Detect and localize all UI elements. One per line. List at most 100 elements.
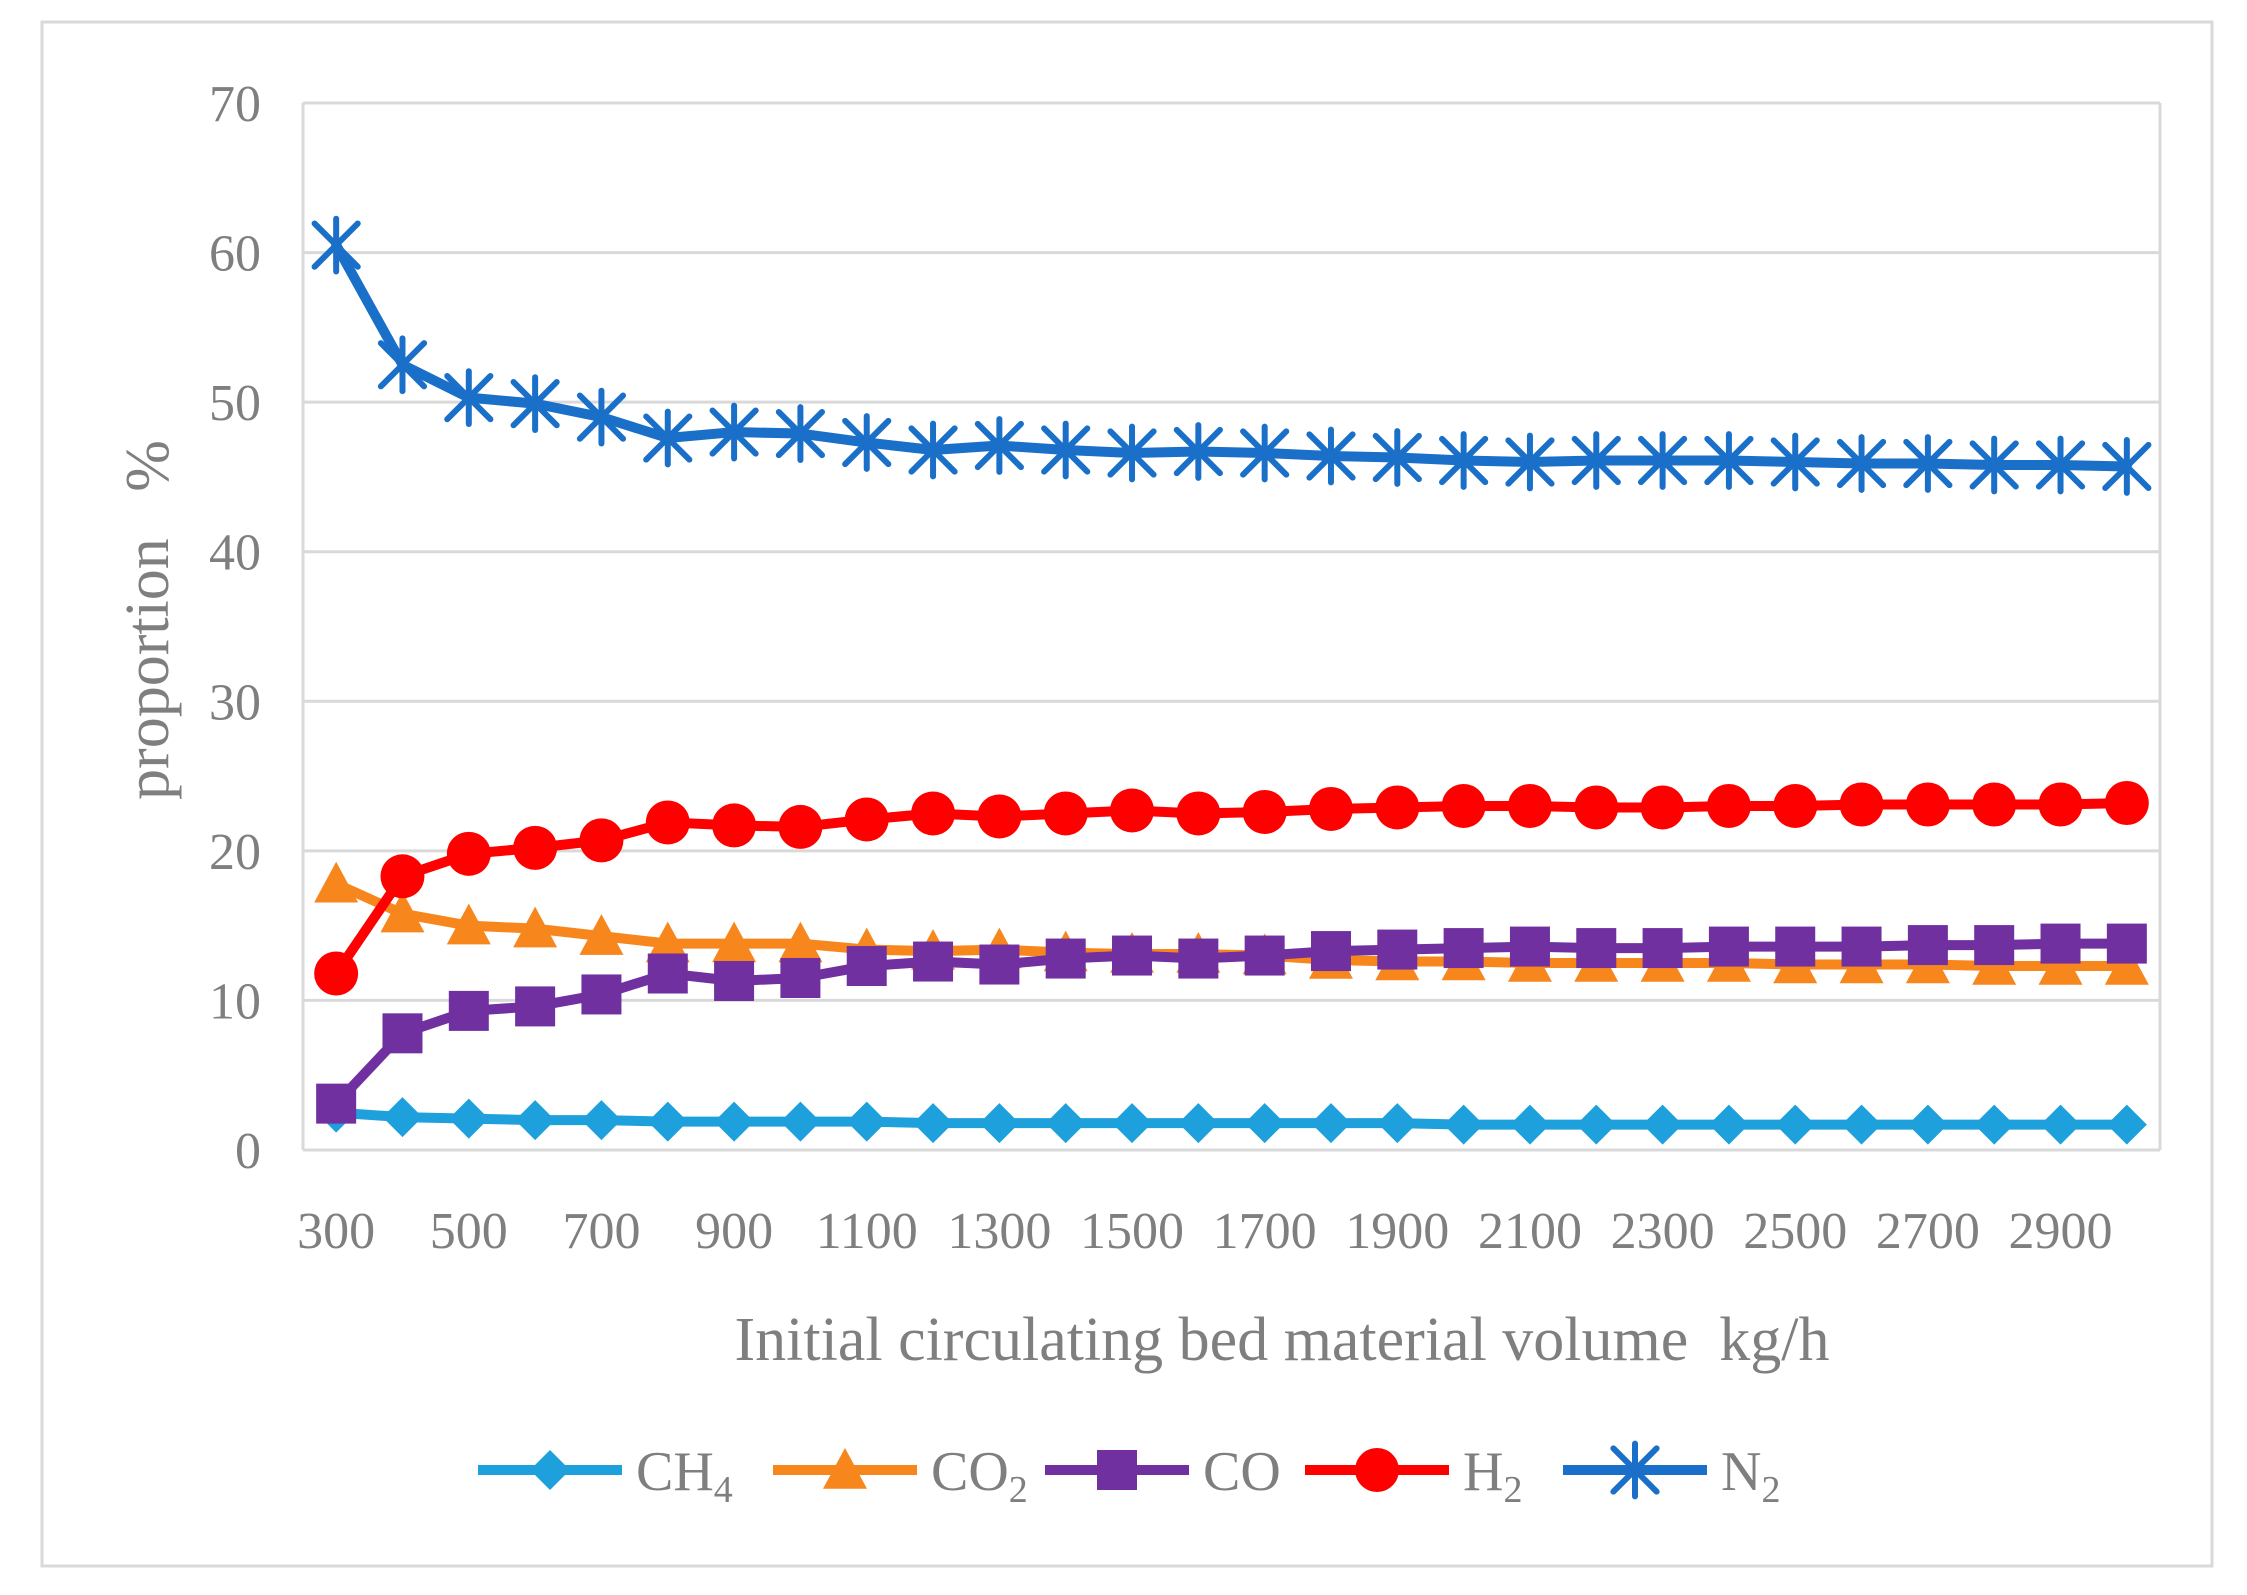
data-point-marker	[778, 804, 823, 849]
data-point-marker	[314, 951, 359, 996]
x-tick-label: 2500	[1743, 1203, 1847, 1260]
data-point-marker	[579, 818, 624, 863]
data-point-marker	[513, 906, 558, 948]
data-point-marker	[778, 921, 823, 963]
x-tick-label: 2700	[1876, 1203, 1980, 1260]
x-tick-label: 2100	[1478, 1203, 1582, 1260]
data-point-marker	[1308, 786, 1353, 831]
data-point-marker	[444, 368, 494, 428]
data-point-marker	[311, 215, 361, 275]
data-point-marker	[1443, 928, 1484, 969]
data-point-marker	[1640, 785, 1685, 830]
data-point-marker	[1441, 783, 1486, 828]
y-tick-label: 70	[209, 76, 261, 133]
data-point-marker	[2104, 944, 2149, 985]
data-point-marker	[846, 1101, 887, 1142]
data-point-marker	[446, 831, 491, 876]
data-point-marker	[1708, 1104, 1749, 1145]
data-point-marker	[448, 1098, 489, 1139]
legend: CH4 CO2 CO H2 N2	[478, 1440, 1780, 1511]
data-point-marker	[1041, 420, 1091, 480]
data-point-marker	[1112, 1103, 1153, 1144]
legend-label-base: CH	[636, 1441, 714, 1503]
data-point-marker	[1704, 431, 1754, 490]
data-point-marker	[1372, 428, 1422, 487]
data-point-marker	[1974, 1104, 2015, 1145]
data-point-marker	[1642, 928, 1683, 969]
y-axis-title: proportion %	[114, 440, 182, 800]
series-line	[331, 797, 2132, 979]
data-point-marker	[979, 1103, 1020, 1144]
data-point-marker	[844, 797, 889, 842]
x-tick-label: 900	[695, 1203, 773, 1260]
data-point-marker	[576, 387, 627, 447]
x-tick-label: 1900	[1345, 1203, 1449, 1260]
x-tick-label: 2900	[2009, 1203, 2113, 1260]
data-point-marker	[1107, 423, 1157, 483]
data-point-marker	[1242, 789, 1287, 834]
data-point-marker	[714, 1101, 755, 1142]
data-point-marker	[1112, 935, 1153, 976]
data-point-marker	[643, 408, 693, 468]
data-point-marker	[1708, 926, 1749, 967]
data-point-marker	[382, 1097, 423, 1138]
data-point-marker	[579, 914, 624, 955]
data-point-marker	[780, 957, 821, 998]
data-point-marker	[712, 921, 757, 963]
data-point-marker	[2040, 1104, 2081, 1145]
data-point-marker	[1310, 931, 1351, 972]
data-point-marker	[1841, 926, 1882, 967]
data-point-marker	[1509, 926, 1550, 967]
data-point-marker	[846, 946, 887, 987]
data-point-marker	[1375, 785, 1420, 830]
data-point-marker	[581, 1100, 622, 1141]
x-tick-label: 300	[297, 1203, 375, 1260]
data-point-marker	[775, 404, 826, 463]
legend-item-ch4: CH4	[478, 1441, 733, 1511]
data-point-marker	[1110, 788, 1155, 833]
data-point-marker	[1244, 935, 1285, 976]
data-point-marker	[2104, 780, 2149, 825]
data-point-marker	[911, 791, 956, 836]
data-point-marker	[1443, 1104, 1484, 1145]
data-point-marker	[823, 1448, 867, 1489]
data-point-marker	[1509, 1104, 1550, 1145]
x-axis-title: Initial circulating bed material volume …	[735, 1306, 1830, 1374]
data-point-marker	[1839, 782, 1884, 827]
data-point-marker	[1507, 783, 1552, 828]
y-tick-label: 10	[209, 973, 261, 1030]
series-co	[316, 923, 2147, 1124]
data-point-marker	[2038, 782, 2083, 827]
data-point-marker	[1836, 434, 1887, 493]
data-point-marker	[382, 1013, 423, 1054]
data-point-marker	[2106, 923, 2147, 964]
data-point-marker	[448, 990, 489, 1031]
data-point-marker	[380, 854, 425, 899]
data-point-marker	[714, 960, 755, 1001]
data-point-marker	[712, 803, 757, 848]
series-lines	[311, 215, 2152, 1145]
data-point-marker	[1097, 1450, 1137, 1490]
data-point-marker	[1178, 1103, 1219, 1144]
legend-item-h2: H2	[1305, 1441, 1522, 1511]
data-point-marker	[645, 921, 690, 963]
data-point-marker	[1974, 925, 2015, 966]
data-point-marker	[647, 953, 688, 994]
series-line	[331, 938, 2132, 1109]
axes: 0 10 20 30 40 50 60 70 300 500 700 900 1100 1300 1500 1…	[209, 76, 2160, 1260]
data-point-marker	[1240, 423, 1290, 483]
data-point-marker	[1043, 791, 1088, 836]
data-point-marker	[530, 1450, 570, 1490]
legend-label: CO	[1203, 1441, 1281, 1503]
legend-item-co2: CO2	[773, 1441, 1028, 1511]
series-line	[331, 240, 2132, 472]
data-point-marker	[1907, 1104, 1948, 1145]
x-tick-label: 1100	[816, 1203, 918, 1260]
data-point-marker	[1377, 929, 1418, 970]
y-tick-label: 40	[209, 525, 261, 582]
data-point-marker	[1903, 434, 1953, 493]
data-point-marker	[1310, 1103, 1351, 1144]
data-point-marker	[2038, 944, 2083, 985]
legend-item-n2: N2	[1563, 1440, 1780, 1511]
